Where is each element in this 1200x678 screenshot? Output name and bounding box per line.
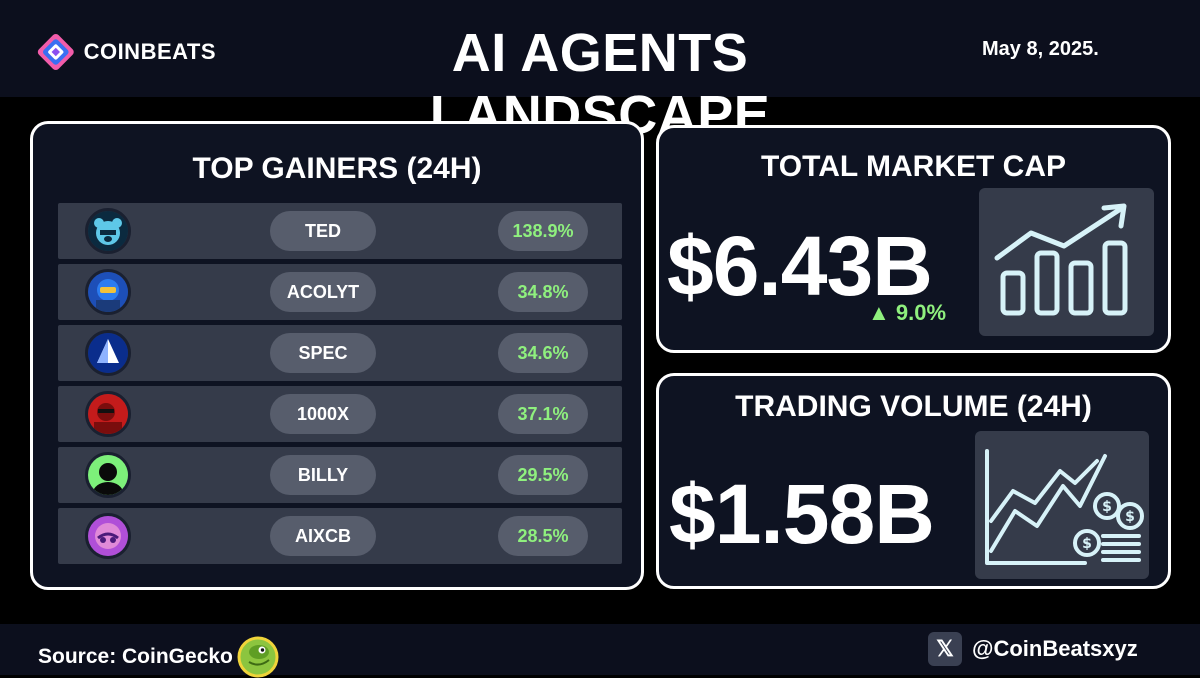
svg-text:$: $ <box>1102 499 1112 515</box>
1000x-icon <box>85 391 131 437</box>
coingecko-icon <box>237 636 279 678</box>
line-chart-coins-icon: $ $ $ <box>975 431 1149 579</box>
report-date: May 8, 2025. <box>982 38 1099 60</box>
gainer-row: BILLY 29.5% <box>58 447 622 503</box>
footer-bar: Source: CoinGecko 𝕏 @CoinBeatsxyz <box>0 624 1200 678</box>
gainer-change: 34.6% <box>498 333 588 373</box>
market-cap-value: $6.43B <box>667 219 933 313</box>
gainer-name: ACOLYT <box>270 272 376 312</box>
gainers-list: TED 138.9% ACOLYT 34.8% SPEC 34.6% 1000X… <box>58 203 622 569</box>
x-logo-icon: 𝕏 <box>928 632 962 666</box>
gainer-change: 37.1% <box>498 394 588 434</box>
trading-volume-heading: TRADING VOLUME (24H) <box>735 390 1092 423</box>
svg-text:$: $ <box>1125 509 1135 525</box>
bar-chart-growth-icon <box>979 188 1154 336</box>
trading-volume-panel: TRADING VOLUME (24H) $1.58B $ $ $ <box>656 373 1171 589</box>
spec-icon <box>85 330 131 376</box>
market-cap-heading: TOTAL MARKET CAP <box>761 150 1066 183</box>
gainer-change: 29.5% <box>498 455 588 495</box>
top-gainers-panel: TOP GAINERS (24H) TED 138.9% ACOLYT 34.8… <box>30 121 644 590</box>
gainer-name: TED <box>270 211 376 251</box>
gainer-change: 138.9% <box>498 211 588 251</box>
gainer-row: SPEC 34.6% <box>58 325 622 381</box>
market-cap-change: ▲ 9.0% <box>868 300 947 325</box>
billy-icon <box>85 452 131 498</box>
trading-volume-value: $1.58B <box>669 467 935 561</box>
acolyt-icon <box>85 269 131 315</box>
header-bar: COINBEATS AI AGENTS LANDSCAPE May 8, 202… <box>0 0 1200 145</box>
source-credit: Source: CoinGecko <box>38 636 279 678</box>
brand-name: COINBEATS <box>83 39 216 64</box>
gainer-name: 1000X <box>270 394 376 434</box>
gainer-row: TED 138.9% <box>58 203 622 259</box>
gainer-name: BILLY <box>270 455 376 495</box>
gainer-row: AIXCB 28.5% <box>58 508 622 564</box>
gainer-name: AIXCB <box>270 516 376 556</box>
market-cap-panel: TOTAL MARKET CAP $6.43B ▲ 9.0% <box>656 125 1171 353</box>
gainer-row: ACOLYT 34.8% <box>58 264 622 320</box>
coinbeats-logo: COINBEATS <box>32 30 216 74</box>
social-handle[interactable]: 𝕏 @CoinBeatsxyz <box>928 632 1138 666</box>
gainer-change: 28.5% <box>498 516 588 556</box>
svg-text:$: $ <box>1082 536 1092 552</box>
gainer-row: 1000X 37.1% <box>58 386 622 442</box>
handle-text: @CoinBeatsxyz <box>972 636 1138 661</box>
aixcb-icon <box>85 513 131 559</box>
gainer-name: SPEC <box>270 333 376 373</box>
gainer-change: 34.8% <box>498 272 588 312</box>
coinbeats-logo-icon <box>37 34 74 70</box>
source-text: Source: CoinGecko <box>38 645 233 668</box>
top-gainers-heading: TOP GAINERS (24H) <box>192 152 482 185</box>
ted-bear-icon <box>85 208 131 254</box>
